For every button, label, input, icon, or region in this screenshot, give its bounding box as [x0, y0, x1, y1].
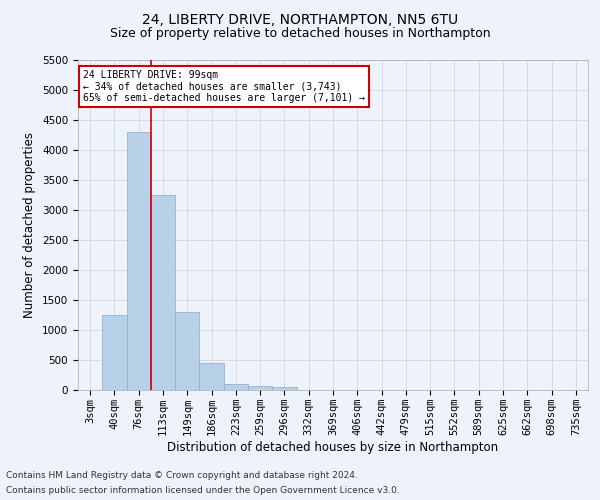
- Bar: [127, 132, 151, 390]
- Bar: [151, 195, 175, 390]
- Bar: [102, 315, 127, 390]
- Text: 24 LIBERTY DRIVE: 99sqm
← 34% of detached houses are smaller (3,743)
65% of semi: 24 LIBERTY DRIVE: 99sqm ← 34% of detache…: [83, 70, 365, 103]
- Y-axis label: Number of detached properties: Number of detached properties: [23, 132, 37, 318]
- Bar: [248, 386, 272, 390]
- Bar: [272, 386, 296, 390]
- Bar: [224, 384, 248, 390]
- Text: Contains HM Land Registry data © Crown copyright and database right 2024.: Contains HM Land Registry data © Crown c…: [6, 471, 358, 480]
- Text: 24, LIBERTY DRIVE, NORTHAMPTON, NN5 6TU: 24, LIBERTY DRIVE, NORTHAMPTON, NN5 6TU: [142, 12, 458, 26]
- X-axis label: Distribution of detached houses by size in Northampton: Distribution of detached houses by size …: [167, 440, 499, 454]
- Bar: [175, 312, 199, 390]
- Bar: [199, 363, 224, 390]
- Text: Size of property relative to detached houses in Northampton: Size of property relative to detached ho…: [110, 28, 490, 40]
- Text: Contains public sector information licensed under the Open Government Licence v3: Contains public sector information licen…: [6, 486, 400, 495]
